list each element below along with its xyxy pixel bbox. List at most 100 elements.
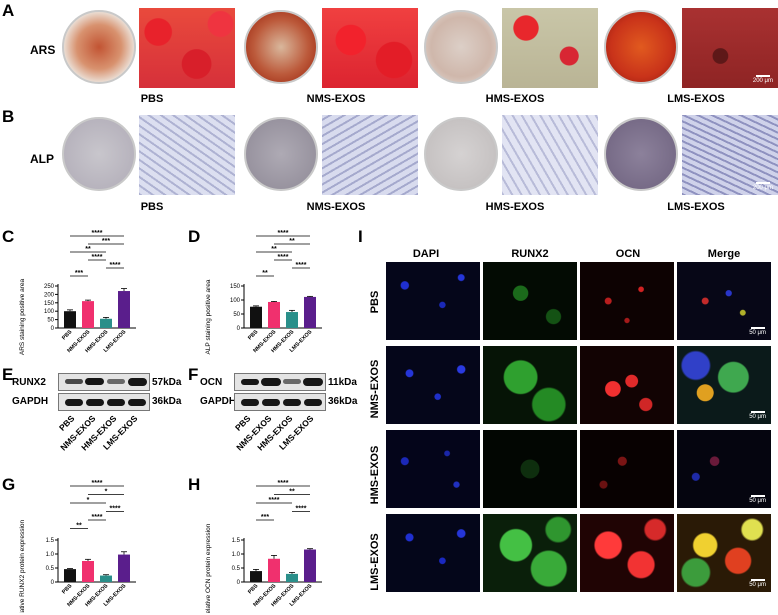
wb-band bbox=[128, 399, 146, 406]
bar-lms-exos bbox=[304, 549, 316, 582]
panel-label-c: C bbox=[2, 227, 15, 246]
significance-label: * bbox=[87, 497, 90, 504]
if-nms-runx2 bbox=[483, 346, 577, 424]
if-scale-bar: 50 μm bbox=[749, 411, 766, 420]
bar-hms-exos bbox=[286, 312, 298, 328]
ars-label-hms: HMS-EXOS bbox=[485, 93, 545, 105]
bar-lms-exos bbox=[304, 296, 316, 328]
if-row-pbs: PBS bbox=[369, 291, 381, 314]
wb-band bbox=[283, 399, 301, 406]
ars-micro-lms: 200 μm bbox=[682, 8, 778, 88]
category-label: PBS bbox=[247, 329, 259, 341]
wb-f-ocn-strip bbox=[234, 373, 326, 391]
if-pbs-merge: 50 μm bbox=[677, 262, 771, 340]
ars-label-lms: LMS-EXOS bbox=[667, 93, 725, 105]
alp-micro-hms bbox=[502, 115, 598, 195]
alp-label-lms: LMS-EXOS bbox=[667, 201, 725, 213]
panel-label-h: H bbox=[188, 475, 201, 494]
if-scale-bar: 50 μm bbox=[749, 327, 766, 336]
wb-band bbox=[241, 399, 259, 406]
ars-label-nms: NMS-EXOS bbox=[306, 93, 366, 105]
ars-label-pbs: PBS bbox=[140, 93, 164, 105]
significance-label: **** bbox=[92, 480, 103, 487]
bar-pbs bbox=[64, 311, 76, 328]
chart-h-ocn-expression: Relative OCN protein expression 0 0.5 1.0 1.… bbox=[205, 480, 322, 613]
wb-band bbox=[65, 379, 83, 384]
wb-f-control-label: GAPDH bbox=[200, 396, 237, 407]
alp-scale-bar: 200 μm bbox=[753, 182, 773, 191]
if-col-dapi: DAPI bbox=[412, 248, 440, 260]
if-col-runx2: RUNX2 bbox=[511, 248, 549, 260]
wb-e-control-label: GAPDH bbox=[12, 396, 49, 407]
wb-e-gapdh-strip bbox=[58, 393, 150, 411]
y-axis-label: Relative OCN protein expression bbox=[205, 523, 212, 613]
wb-e-target-kda: 57kDa bbox=[152, 377, 182, 388]
y-axis-label: ARS staining positive area bbox=[19, 279, 26, 356]
bar-nms-exos bbox=[82, 561, 94, 582]
ars-micro-hms bbox=[502, 8, 598, 88]
wb-band bbox=[86, 399, 104, 406]
wb-band bbox=[128, 378, 147, 386]
significance-label: **** bbox=[110, 262, 121, 269]
if-row-hms: HMS-EXOS bbox=[369, 446, 381, 505]
bar-hms-exos bbox=[100, 575, 112, 582]
significance-label: ** bbox=[262, 270, 268, 277]
ars-scale-bar: 200 μm bbox=[753, 75, 773, 84]
y-tick-label: 200 bbox=[44, 292, 55, 298]
significance-label: **** bbox=[110, 506, 121, 513]
wb-band bbox=[107, 379, 125, 384]
significance-label: ** bbox=[271, 246, 277, 253]
chart-g-runx2-expression: Relative RUNX2 protein expression 0 0.5 1.0… bbox=[19, 480, 136, 613]
y-tick-label: 1.0 bbox=[232, 552, 241, 558]
ars-dish-lms bbox=[604, 10, 678, 84]
y-tick-label: 50 bbox=[47, 318, 54, 324]
wb-f-control-kda: 36kDa bbox=[328, 396, 358, 407]
category-label: PBS bbox=[61, 583, 73, 595]
if-pbs-runx2 bbox=[483, 262, 577, 340]
wb-band bbox=[85, 378, 104, 385]
if-lms-dapi bbox=[386, 514, 480, 592]
wb-band bbox=[241, 379, 259, 385]
wb-e-control-kda: 36kDa bbox=[152, 396, 182, 407]
significance-label: *** bbox=[261, 514, 269, 521]
wb-f-target-kda: 11kDa bbox=[328, 377, 357, 388]
wb-band bbox=[304, 399, 322, 406]
y-tick-label: 150 bbox=[230, 284, 241, 290]
if-nms-dapi bbox=[386, 346, 480, 424]
alp-dish-lms bbox=[604, 117, 678, 191]
y-tick-label: 0.5 bbox=[232, 566, 241, 572]
significance-label: *** bbox=[102, 238, 110, 245]
alp-micro-pbs bbox=[139, 115, 235, 195]
significance-label: **** bbox=[92, 230, 103, 237]
significance-label: *** bbox=[75, 270, 83, 277]
alp-label-hms: HMS-EXOS bbox=[485, 201, 545, 213]
if-scale-bar: 50 μm bbox=[749, 495, 766, 504]
bar-pbs bbox=[250, 306, 262, 328]
alp-micro-lms: 200 μm bbox=[682, 115, 778, 195]
panel-label-b: B bbox=[2, 107, 15, 126]
y-tick-label: 0 bbox=[237, 580, 241, 586]
alp-label-pbs: PBS bbox=[140, 201, 164, 213]
wb-e-runx2-strip bbox=[58, 373, 150, 391]
significance-label: ** bbox=[85, 246, 91, 253]
wb-band bbox=[283, 379, 301, 384]
panel-label-f: F bbox=[188, 365, 199, 384]
if-hms-merge: 50 μm bbox=[677, 430, 771, 508]
if-pbs-ocn bbox=[580, 262, 674, 340]
wb-band bbox=[65, 399, 83, 406]
bar-lms-exos bbox=[118, 554, 130, 582]
alp-dish-nms bbox=[244, 117, 318, 191]
wb-band bbox=[303, 378, 323, 386]
y-tick-label: 0 bbox=[51, 326, 55, 332]
y-tick-label: 1.5 bbox=[232, 538, 241, 544]
chart-c-ars-area: ARS staining positive area 0 50 100 150 200 25… bbox=[19, 230, 136, 356]
bar-hms-exos bbox=[100, 318, 112, 328]
wb-band bbox=[261, 378, 281, 386]
ars-dish-nms bbox=[244, 10, 318, 84]
panel-label-d: D bbox=[188, 227, 201, 246]
y-tick-label: 0 bbox=[237, 326, 241, 332]
wb-band bbox=[262, 399, 280, 406]
if-nms-ocn bbox=[580, 346, 674, 424]
